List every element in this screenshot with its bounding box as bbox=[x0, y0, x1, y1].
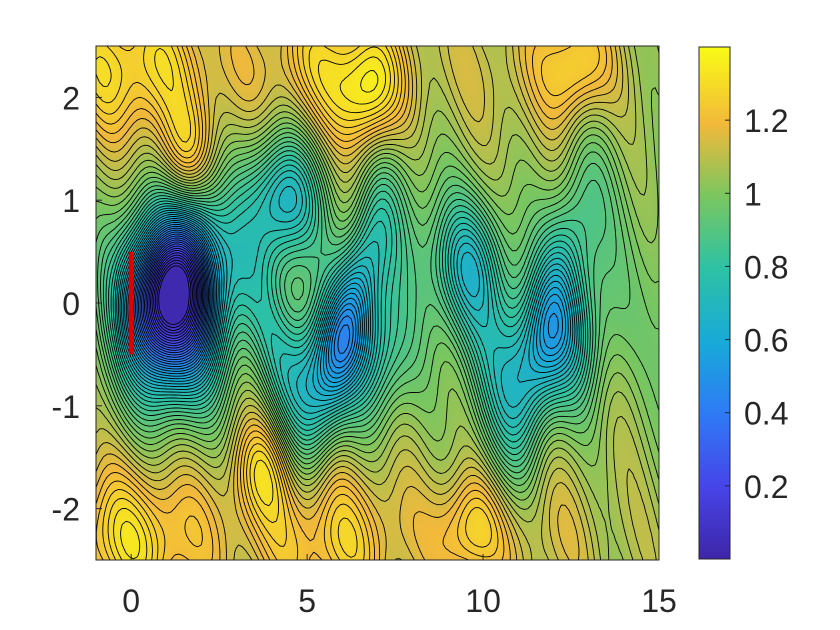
colorbar-tick-label: 0.8 bbox=[744, 249, 788, 285]
colorbar-tick-label: 0.6 bbox=[744, 323, 788, 359]
contour-line bbox=[135, 231, 209, 363]
contour-line bbox=[96, 46, 659, 560]
contour-line bbox=[96, 46, 600, 560]
contour-line bbox=[154, 259, 193, 331]
contour-line bbox=[147, 247, 200, 344]
contour-line bbox=[136, 233, 208, 361]
x-axis: 0 5 10 15 bbox=[122, 554, 677, 619]
contour-line bbox=[96, 46, 492, 560]
contour-line bbox=[96, 87, 659, 501]
contour-line bbox=[153, 257, 195, 334]
contour-line bbox=[119, 212, 576, 401]
y-tick-label: 2 bbox=[62, 80, 80, 116]
colorbar-tick-label: 1.2 bbox=[744, 103, 788, 139]
contour-line bbox=[96, 122, 659, 493]
contour-line bbox=[96, 46, 391, 560]
contour-line bbox=[102, 145, 594, 462]
colorbar-tick-label: 1 bbox=[744, 176, 762, 212]
contour-plot-area bbox=[95, 45, 660, 561]
y-axis: 2 1 0 -1 -2 bbox=[52, 80, 102, 528]
contour-line bbox=[97, 136, 617, 474]
contour-line bbox=[100, 141, 607, 468]
colorbar-tick-label: 0.4 bbox=[744, 396, 788, 432]
y-tick-label: 1 bbox=[62, 183, 80, 219]
contour-line bbox=[150, 252, 197, 339]
colorbar-tick-label: 0.2 bbox=[744, 469, 788, 505]
contour-line bbox=[96, 46, 624, 560]
contour-line bbox=[142, 241, 204, 351]
y-tick-label: -1 bbox=[52, 389, 80, 425]
x-tick-label: 5 bbox=[298, 583, 316, 619]
contour-line bbox=[141, 239, 205, 354]
colorbar-ticks: 1.2 1 0.8 0.6 0.4 0.2 bbox=[725, 103, 788, 505]
colorbar: 1.2 1 0.8 0.6 0.4 0.2 bbox=[698, 46, 788, 560]
y-tick-label: 0 bbox=[62, 286, 80, 322]
contour-line bbox=[105, 150, 591, 455]
contour-line bbox=[144, 243, 202, 349]
contour-line bbox=[127, 221, 563, 379]
contour-line bbox=[124, 218, 569, 388]
contour-line bbox=[139, 237, 206, 356]
contour-line bbox=[114, 170, 582, 428]
contour-line bbox=[96, 46, 659, 560]
x-tick-label: 15 bbox=[641, 583, 677, 619]
contour-line bbox=[112, 164, 584, 436]
contour-line bbox=[156, 262, 192, 328]
contour-line bbox=[148, 250, 199, 342]
contour-line bbox=[138, 235, 207, 358]
y-tick-label: -2 bbox=[52, 492, 80, 528]
contour-line bbox=[360, 70, 379, 93]
contour-line bbox=[96, 132, 631, 480]
contour-line bbox=[96, 46, 657, 560]
contour-line bbox=[96, 127, 659, 486]
contour-line bbox=[158, 265, 190, 325]
contour-line bbox=[151, 254, 196, 337]
contour-line bbox=[110, 159, 587, 443]
x-tick-label: 0 bbox=[122, 583, 140, 619]
contour-line bbox=[133, 229, 351, 365]
colorbar-gradient bbox=[698, 46, 731, 560]
contour-line bbox=[96, 46, 618, 560]
contour-line bbox=[96, 46, 608, 560]
contour-line bbox=[145, 245, 201, 347]
x-tick-label: 10 bbox=[465, 583, 501, 619]
contour-line bbox=[116, 176, 580, 420]
contour-line bbox=[108, 154, 589, 449]
contour-line bbox=[122, 216, 572, 392]
contour-lines bbox=[96, 46, 659, 560]
contour-line bbox=[120, 56, 387, 560]
contour-line bbox=[96, 46, 613, 560]
contour-line bbox=[117, 186, 578, 408]
